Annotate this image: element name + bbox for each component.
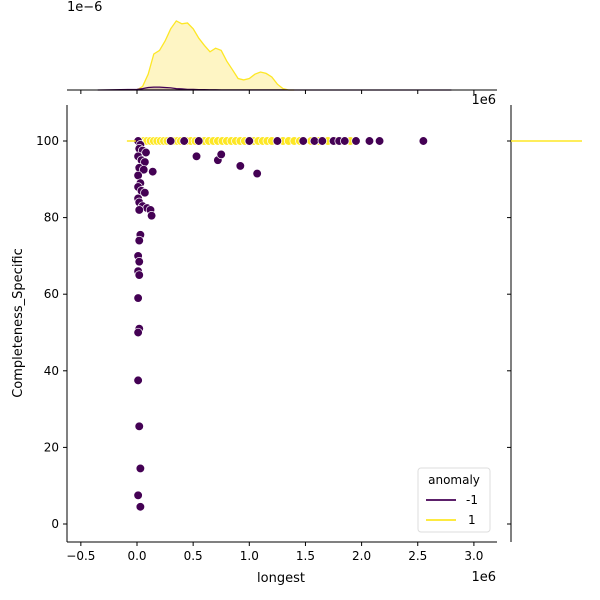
scatter-points xyxy=(126,136,429,512)
scatter-point xyxy=(309,136,320,146)
scatter-point xyxy=(134,270,144,280)
y-tick-label: 60 xyxy=(44,287,59,301)
scatter-point xyxy=(179,136,189,146)
x-tick-label: 0.5 xyxy=(184,549,203,563)
legend-title: anomaly xyxy=(428,473,480,487)
x-tick-label: −0.5 xyxy=(66,549,95,563)
scatter-point xyxy=(191,151,202,161)
scatter-point xyxy=(364,136,375,146)
scatter-point xyxy=(141,147,151,158)
y-tick-label: 20 xyxy=(44,440,59,454)
scatter-point xyxy=(148,166,158,177)
right-marginal-ticks xyxy=(507,140,511,525)
top-marginal-ticks xyxy=(80,90,475,94)
kde-anomaly-1-line xyxy=(136,20,295,91)
scatter-point xyxy=(298,136,308,146)
scatter-point xyxy=(166,136,176,146)
scatter-point xyxy=(133,327,143,338)
scatter-point xyxy=(374,136,385,146)
x-tick-label: 1.0 xyxy=(240,549,259,563)
x-offset-label-top: 1e6 xyxy=(471,93,496,108)
scatter-point xyxy=(134,421,144,431)
scatter-point xyxy=(135,502,146,512)
x-tick-label: 2.5 xyxy=(408,549,427,563)
scatter-point xyxy=(133,490,143,500)
scatter-point xyxy=(194,136,204,146)
x-tick-label: 0.0 xyxy=(127,549,146,563)
x-tick-label: 1.5 xyxy=(296,549,315,563)
scatter-point xyxy=(134,205,144,215)
scatter-point xyxy=(135,463,146,474)
y-tick-label: 80 xyxy=(44,211,59,225)
x-offset-label: 1e6 xyxy=(471,570,496,585)
legend: anomaly -1 1 xyxy=(417,467,491,533)
scatter-point xyxy=(235,161,245,171)
scatter-point xyxy=(133,375,143,386)
scatter-point xyxy=(140,188,150,198)
legend-label-1: 1 xyxy=(468,513,476,527)
scatter-point xyxy=(317,136,327,146)
scatter-point xyxy=(244,136,254,146)
y-tick-label: 0 xyxy=(51,517,59,531)
x-tick-label: 3.0 xyxy=(464,549,483,563)
top-marginal-kde: 1e−6 xyxy=(67,0,497,94)
y-axis-label: Completeness_Specific xyxy=(11,248,26,398)
scatter-point xyxy=(133,170,143,181)
scatter-point xyxy=(340,136,350,146)
top-marginal-offset-label: 1e−6 xyxy=(67,0,102,15)
kde-anomaly-1-fill xyxy=(137,20,295,90)
legend-label-neg1: -1 xyxy=(466,493,478,507)
scatter-point xyxy=(139,165,149,175)
scatter-point xyxy=(418,136,429,146)
x-tick-label: 2.0 xyxy=(352,549,371,563)
scatter-point xyxy=(134,256,144,267)
right-marginal-kde xyxy=(507,105,582,542)
y-tick-label: 100 xyxy=(36,134,59,148)
main-scatter-axes: −0.5 0.0 0.5 1.0 1.5 2.0 2.5 3.0 0 20 40 60 80 100 l… xyxy=(11,93,497,586)
scatter-point xyxy=(146,211,157,221)
x-axis-ticks: −0.5 0.0 0.5 1.0 1.5 2.0 2.5 3.0 xyxy=(66,542,483,563)
scatter-point xyxy=(351,136,361,146)
scatter-point xyxy=(272,136,283,146)
y-tick-label: 40 xyxy=(44,364,59,378)
scatter-point xyxy=(252,168,262,179)
scatter-point xyxy=(134,235,144,246)
x-axis-label: longest xyxy=(257,571,305,586)
scatter-point xyxy=(133,293,143,303)
scatter-point xyxy=(216,149,226,160)
y-axis-ticks: 0 20 40 60 80 100 xyxy=(36,134,67,531)
